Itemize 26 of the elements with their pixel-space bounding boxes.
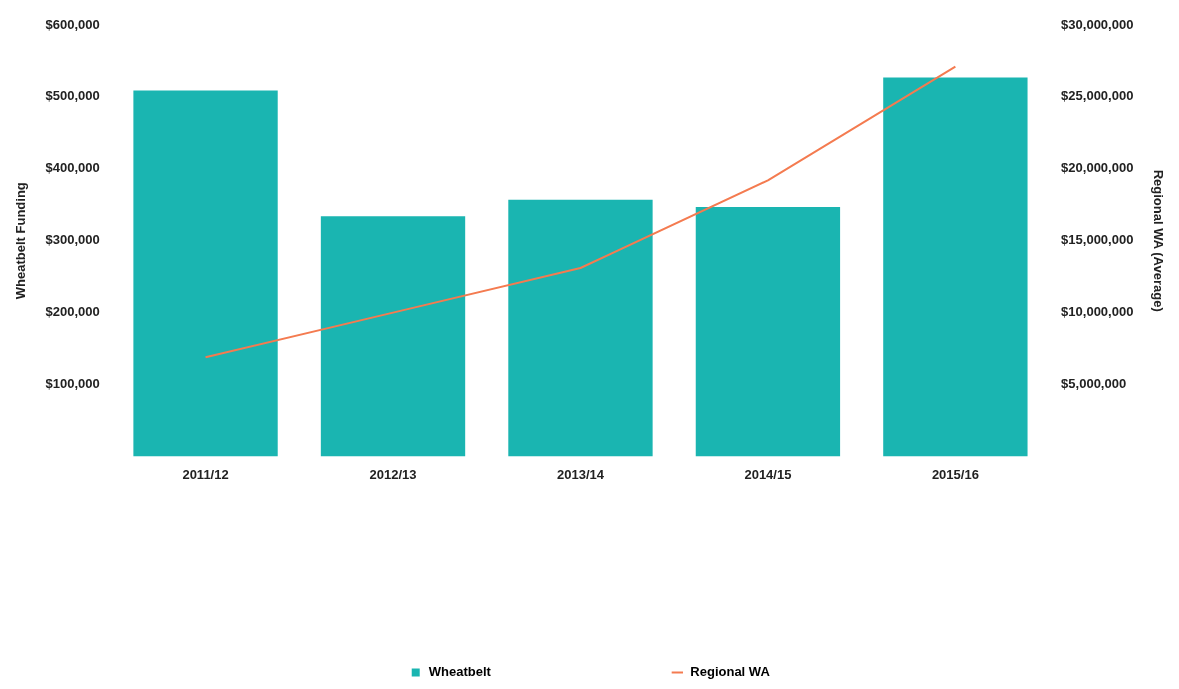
x-tick-label: 2012/13 — [369, 466, 417, 482]
legend-label: Regional WA — [690, 664, 771, 680]
y-tick-label: $500,000 — [45, 88, 100, 104]
y-tick-label: $100,000 — [45, 376, 100, 392]
bar — [695, 206, 841, 457]
bar — [883, 77, 1028, 457]
y2-tick-label: $10,000,000 — [1061, 304, 1134, 320]
y2-axis-title: Regional WA (Average) — [1150, 169, 1166, 312]
y2-tick-label: $20,000,000 — [1061, 160, 1134, 176]
y-tick-label: $400,000 — [45, 160, 100, 176]
legend-label: Wheatbelt — [428, 664, 492, 680]
bar — [508, 199, 653, 457]
x-tick-label: 2011/12 — [182, 466, 229, 482]
x-tick-label: 2014/15 — [744, 466, 792, 482]
x-tick-label: 2015/16 — [931, 466, 979, 482]
y-tick-label: $300,000 — [45, 232, 100, 248]
x-tick-label: 2013/14 — [556, 466, 605, 482]
y-axis-title: Wheatbelt Funding — [13, 182, 29, 300]
y2-tick-label: $30,000,000 — [1061, 16, 1134, 32]
y-tick-label: $600,000 — [45, 16, 100, 32]
y2-tick-label: $15,000,000 — [1061, 232, 1134, 248]
y2-tick-label: $5,000,000 — [1061, 376, 1127, 392]
y-tick-label: $200,000 — [45, 304, 100, 320]
y2-tick-label: $25,000,000 — [1061, 88, 1134, 104]
bar — [320, 216, 466, 457]
bar — [133, 90, 278, 457]
